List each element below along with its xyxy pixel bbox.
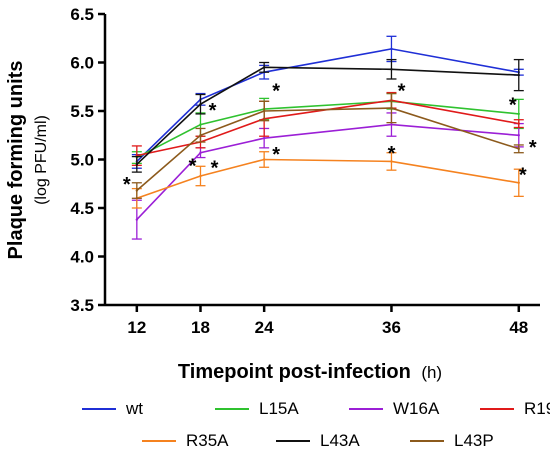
legend-label: R19A — [524, 399, 550, 418]
data-point — [135, 163, 139, 166]
series-r35a — [131, 151, 524, 209]
legend: wt L15A W16A R19A R35A L43A L43P — [0, 392, 550, 454]
legend-swatch — [276, 440, 310, 442]
significance-asterisk: * — [211, 158, 219, 180]
significance-asterisk: * — [388, 143, 396, 165]
y-axis-title: Plaque forming units — [5, 61, 27, 260]
x-tick-label: 36 — [382, 318, 401, 337]
significance-asterisk: * — [272, 144, 280, 166]
data-point — [199, 103, 202, 106]
y-axis-unit: (log PFU/ml) — [33, 115, 50, 205]
x-axis-title: Timepoint post-infection (h) — [178, 361, 442, 383]
series-l15a — [131, 92, 524, 165]
series-l43a — [131, 58, 524, 173]
legend-label: wt — [126, 399, 143, 418]
annotation-layer: *** ******** — [123, 81, 537, 196]
legend-label: L15A — [259, 399, 299, 418]
significance-asterisk: * — [272, 81, 280, 103]
series-line — [136, 66, 519, 165]
data-point — [199, 151, 202, 154]
data-point — [517, 134, 520, 137]
significance-asterisk: * — [189, 156, 197, 178]
legend-item-l15a: L15A — [215, 398, 299, 420]
legend-label: L43P — [454, 431, 494, 450]
y-tick-label: 6.5 — [70, 5, 94, 24]
significance-asterisk: * — [209, 100, 217, 122]
data-point — [199, 174, 202, 178]
legend-swatch — [349, 408, 383, 410]
significance-asterisk: * — [529, 137, 537, 159]
series-wt — [131, 35, 524, 169]
legend-item-w16a: W16A — [349, 398, 439, 420]
data-point — [390, 160, 393, 163]
x-tick-label: 48 — [509, 318, 528, 337]
data-point — [135, 189, 139, 192]
data-point — [517, 112, 520, 116]
significance-asterisk: * — [123, 174, 131, 196]
data-point — [199, 123, 202, 126]
significance-asterisk: * — [509, 94, 517, 116]
data-point — [262, 158, 266, 161]
y-tick-label: 6.0 — [70, 54, 94, 73]
data-point — [390, 47, 393, 51]
plaque-chart: 3.54.04.55.05.56.06.512 18 24 36 48 *** *****… — [5, 5, 540, 383]
legend-label: W16A — [393, 399, 440, 418]
legend-item-wt: wt — [82, 398, 143, 420]
data-point — [517, 73, 520, 77]
series-layer — [131, 35, 524, 240]
significance-asterisk: * — [398, 81, 406, 103]
legend-label: R35A — [186, 431, 229, 450]
significance-asterisk: * — [519, 164, 527, 186]
data-point — [199, 134, 202, 137]
data-point — [517, 122, 520, 125]
legend-item-l43a: L43A — [276, 430, 360, 452]
legend-swatch — [215, 408, 249, 410]
y-tick-label: 3.5 — [70, 296, 94, 315]
y-tick-label: 5.0 — [70, 151, 94, 170]
data-point — [135, 218, 139, 221]
legend-swatch — [142, 440, 176, 442]
legend-swatch — [82, 408, 116, 410]
legend-item-l43p: L43P — [410, 430, 494, 452]
y-tick-label: 5.5 — [70, 102, 94, 121]
axes: 3.5 4.0 4.5 5.0 5.5 6.0 6.5 12 18 24 36 48 — [70, 5, 540, 337]
legend-label: L43A — [320, 431, 360, 450]
data-point — [262, 136, 266, 140]
y-tick-label: 4.0 — [70, 248, 94, 267]
x-axis-title-unit: (h) — [421, 363, 442, 382]
series-l43p — [131, 92, 524, 199]
data-point — [390, 68, 393, 71]
legend-item-r35a: R35A — [142, 430, 229, 452]
data-point — [262, 66, 266, 69]
data-point — [517, 147, 520, 151]
x-axis-title-main: Timepoint post-infection — [178, 361, 411, 383]
data-point — [517, 181, 520, 184]
legend-swatch — [480, 408, 514, 410]
x-tick-label: 24 — [255, 318, 274, 337]
data-point — [262, 109, 266, 113]
x-tick-label: 12 — [127, 318, 146, 337]
y-tick-label: 4.5 — [70, 199, 94, 218]
data-point — [390, 123, 393, 126]
data-point — [390, 106, 393, 110]
legend-swatch — [410, 440, 444, 442]
x-tick-label: 18 — [191, 318, 210, 337]
legend-item-r19a: R19A — [480, 398, 550, 420]
